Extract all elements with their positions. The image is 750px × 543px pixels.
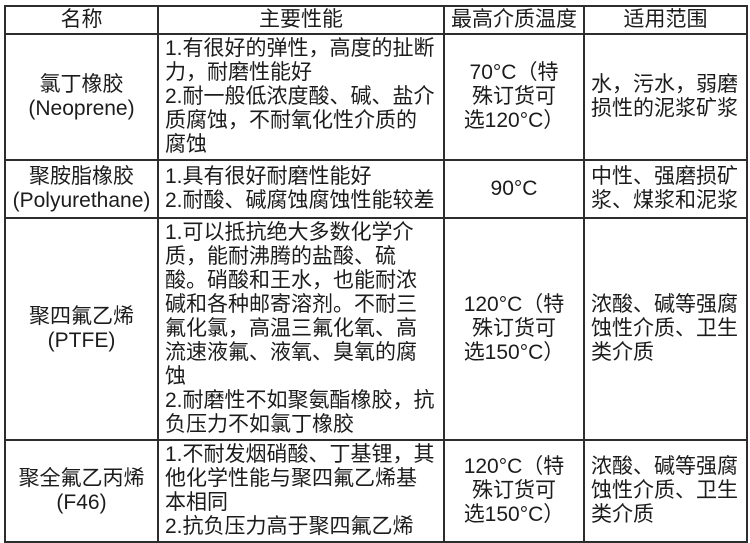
max-temp-cell: 70°C（特殊订货可选120°C） (443, 33, 585, 161)
application-cell: 浓酸、碱等强腐蚀性介质、卫生类介质 (583, 439, 748, 543)
material-name-cell: 聚四氟乙烯 (PTFE) (4, 217, 159, 441)
property-item: 1.具有很好耐磨性能好 (165, 165, 372, 188)
material-name-cn: 氯丁橡胶 (39, 73, 124, 96)
property-item: 2.耐酸、碱腐蚀腐蚀性能较差 (165, 189, 435, 212)
material-name-cell: 氯丁橡胶 (Neoprene) (4, 33, 159, 161)
property-item: 2.抗负压力高于聚四氟乙烯 (165, 515, 414, 538)
material-name-en: (Polyurethane) (12, 189, 151, 212)
application-cell: 浓酸、碱等强腐蚀性介质、卫生类介质 (583, 217, 748, 441)
material-properties-cell: 1.可以抵抗绝大多数化学介质，能耐沸腾的盐酸、硫酸。硝酸和王水，也能耐浓碱和各种… (157, 217, 445, 441)
application-cell: 水，污水，弱磨损性的泥浆矿浆 (583, 33, 748, 161)
lining-material-spec-table: 名称 主要性能 最高介质温度 适用范围 氯丁橡胶 (Neoprene) 1.有很… (4, 5, 748, 543)
header-cell-name: 名称 (4, 5, 159, 35)
material-properties-cell: 1.不耐发烟硝酸、丁基锂，其他化学性能与聚四氟乙烯基本相同 2.抗负压力高于聚四… (157, 439, 445, 543)
material-name-cn: 聚胺脂橡胶 (29, 165, 134, 188)
table-row-neoprene: 氯丁橡胶 (Neoprene) 1.有很好的弹性，高度的扯断力，耐磨性能好 2.… (4, 33, 748, 161)
property-item: 1.不耐发烟硝酸、丁基锂，其他化学性能与聚四氟乙烯基本相同 (165, 443, 435, 514)
header-cell-properties: 主要性能 (157, 5, 445, 35)
property-item: 1.可以抵抗绝大多数化学介质，能耐沸腾的盐酸、硫酸。硝酸和王水，也能耐浓碱和各种… (165, 221, 417, 388)
material-name-en: (Neoprene) (28, 97, 135, 120)
material-name-cell: 聚胺脂橡胶 (Polyurethane) (4, 159, 159, 219)
property-item: 2.耐磨性不如聚氨酯橡胶，抗负压力不如氯丁橡胶 (165, 389, 435, 436)
application-cell: 中性、强磨损矿浆、煤浆和泥浆 (583, 159, 748, 219)
max-temp-cell: 120°C（特殊订货可选150°C） (443, 439, 585, 543)
property-item: 2.耐一般低浓度酸、碱、盐介质腐蚀，不耐氧化性介质的腐蚀 (165, 85, 435, 156)
table-row-ptfe: 聚四氟乙烯 (PTFE) 1.可以抵抗绝大多数化学介质，能耐沸腾的盐酸、硫酸。硝… (4, 217, 748, 441)
header-cell-max-temp: 最高介质温度 (443, 5, 585, 35)
material-properties-cell: 1.具有很好耐磨性能好 2.耐酸、碱腐蚀腐蚀性能较差 (157, 159, 445, 219)
table-header-row: 名称 主要性能 最高介质温度 适用范围 (4, 5, 748, 35)
table-row-polyurethane: 聚胺脂橡胶 (Polyurethane) 1.具有很好耐磨性能好 2.耐酸、碱腐… (4, 159, 748, 219)
material-name-cell: 聚全氟乙丙烯 (F46) (4, 439, 159, 543)
material-name-en: (F46) (56, 491, 107, 514)
material-name-cn: 聚四氟乙烯 (29, 305, 134, 328)
material-name-cn: 聚全氟乙丙烯 (18, 467, 145, 490)
max-temp-cell: 120°C（特殊订货可选150°C） (443, 217, 585, 441)
table-row-f46: 聚全氟乙丙烯 (F46) 1.不耐发烟硝酸、丁基锂，其他化学性能与聚四氟乙烯基本… (4, 439, 748, 543)
material-properties-cell: 1.有很好的弹性，高度的扯断力，耐磨性能好 2.耐一般低浓度酸、碱、盐介质腐蚀，… (157, 33, 445, 161)
property-item: 1.有很好的弹性，高度的扯断力，耐磨性能好 (165, 37, 435, 84)
header-cell-application: 适用范围 (583, 5, 748, 35)
max-temp-cell: 90°C (443, 159, 585, 219)
material-name-en: (PTFE) (47, 329, 116, 352)
